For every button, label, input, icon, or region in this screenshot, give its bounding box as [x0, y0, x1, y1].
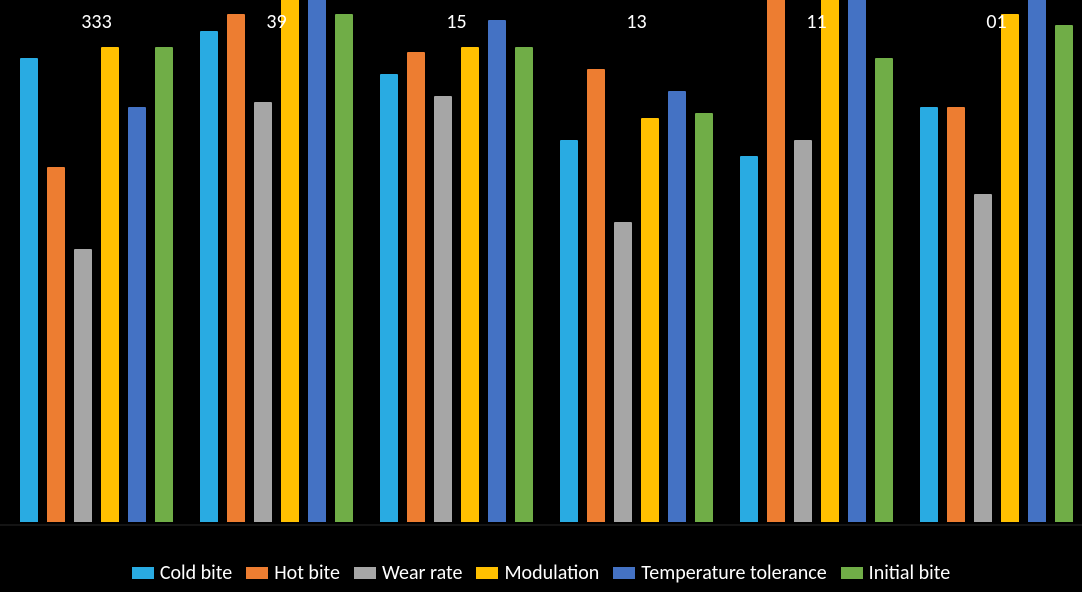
bar [587, 69, 605, 522]
legend-swatch [246, 567, 268, 579]
legend-label: Initial bite [869, 561, 951, 585]
legend-swatch [132, 567, 154, 579]
bar [848, 0, 866, 522]
bar [515, 47, 533, 522]
category-label: 333 [81, 10, 111, 34]
legend-item: Hot bite [246, 561, 340, 585]
bar [74, 249, 92, 522]
legend-swatch [476, 567, 498, 579]
bar [281, 0, 299, 522]
legend-swatch [613, 567, 635, 579]
bar [227, 14, 245, 522]
legend-label: Modulation [504, 561, 599, 585]
category-label: 15 [446, 10, 466, 34]
axis-baseline [0, 524, 1082, 526]
bar [1001, 14, 1019, 522]
bar [200, 31, 218, 522]
bar [1055, 25, 1073, 522]
bar [767, 0, 785, 522]
legend: Cold bite Hot bite Wear rate Modulation Temp… [0, 558, 1082, 588]
bar [155, 47, 173, 522]
plot-area: 333 39 15 13 11 01 [0, 0, 1082, 560]
bar [101, 47, 119, 522]
bar [920, 107, 938, 522]
legend-swatch [354, 567, 376, 579]
category-label: 39 [266, 10, 286, 34]
legend-item: Temperature tolerance [613, 561, 826, 585]
bar [695, 113, 713, 523]
legend-item: Wear rate [354, 561, 462, 585]
bar [740, 156, 758, 522]
bar [641, 118, 659, 522]
bar [947, 107, 965, 522]
category-label: 01 [986, 10, 1006, 34]
chart-container: 333 39 15 13 11 01 Cold bite Hot bite Wear rate… [0, 0, 1082, 592]
legend-item: Cold bite [132, 561, 232, 585]
bar [974, 194, 992, 522]
bar [128, 107, 146, 522]
legend-label: Hot bite [274, 561, 340, 585]
bar [254, 102, 272, 522]
category-label: 11 [806, 10, 826, 34]
bar [407, 52, 425, 522]
bar [1028, 0, 1046, 522]
bar [668, 91, 686, 522]
bar [794, 140, 812, 522]
bar [614, 222, 632, 522]
bar [875, 58, 893, 522]
legend-swatch [841, 567, 863, 579]
bar [380, 74, 398, 522]
bar [461, 47, 479, 522]
category-label: 13 [626, 10, 646, 34]
bar [308, 0, 326, 522]
bar [434, 96, 452, 522]
bar [335, 14, 353, 522]
bar [47, 167, 65, 522]
legend-item: Modulation [476, 561, 599, 585]
legend-item: Initial bite [841, 561, 951, 585]
bar [488, 20, 506, 522]
bar [20, 58, 38, 522]
legend-label: Wear rate [382, 561, 462, 585]
legend-label: Cold bite [160, 561, 232, 585]
bar [560, 140, 578, 522]
legend-label: Temperature tolerance [641, 561, 826, 585]
bar [821, 0, 839, 522]
